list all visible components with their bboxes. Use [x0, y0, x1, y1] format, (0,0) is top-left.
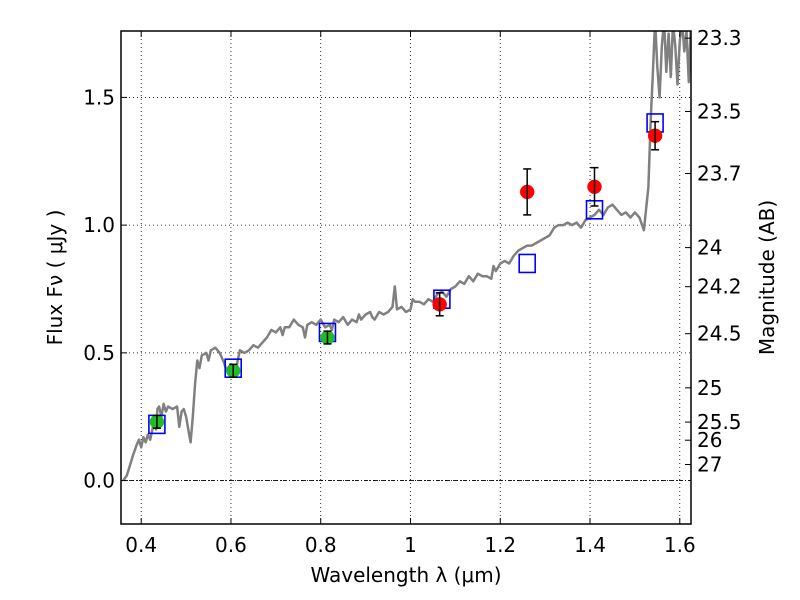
y2-tick-label: 24 [697, 236, 722, 260]
y2-tick-label: 25 [697, 376, 722, 400]
plot-area [122, 31, 691, 482]
model-photometry-marker [518, 253, 536, 274]
axis-ticks: 0.4 0.6 0.8 1 1.2 1.4 1.6 0.0 0.5 1.0 1.5 23.3 23.5 2… [83, 26, 741, 557]
y-tick-label: 1.0 [83, 213, 115, 237]
x-tick-label: 0.4 [125, 533, 157, 557]
y-tick-label: 0.0 [83, 469, 115, 493]
y2-tick-label: 24.5 [697, 322, 742, 346]
x-tick-label: 0.8 [305, 533, 337, 557]
x-tick-label: 1.2 [484, 533, 516, 557]
y2-tick-label: 23.7 [697, 162, 742, 186]
y2-axis-label: Magnitude (AB) [755, 200, 779, 355]
y2-tick-label: 23.3 [697, 26, 742, 50]
x-tick-label: 1.6 [664, 533, 696, 557]
y2-tick-label: 27 [697, 452, 722, 476]
y-tick-label: 0.5 [83, 341, 115, 365]
y2-tick-label: 26 [697, 428, 722, 452]
x-tick-label: 1.4 [574, 533, 606, 557]
plot-frame [120, 30, 692, 525]
x-tick-label: 0.6 [215, 533, 247, 557]
y-axis-label: Flux Fν ( μJy ) [43, 210, 67, 346]
y2-tick-label: 24.2 [697, 275, 742, 299]
y2-tick-label: 23.5 [697, 99, 742, 123]
x-tick-label: 1 [404, 533, 417, 557]
x-axis-label: Wavelength λ (μm) [310, 563, 501, 587]
y-tick-label: 1.5 [83, 85, 115, 109]
grid [121, 31, 691, 524]
model-spectrum-line [122, 31, 691, 482]
y2-tick-label: 25.5 [697, 410, 742, 434]
